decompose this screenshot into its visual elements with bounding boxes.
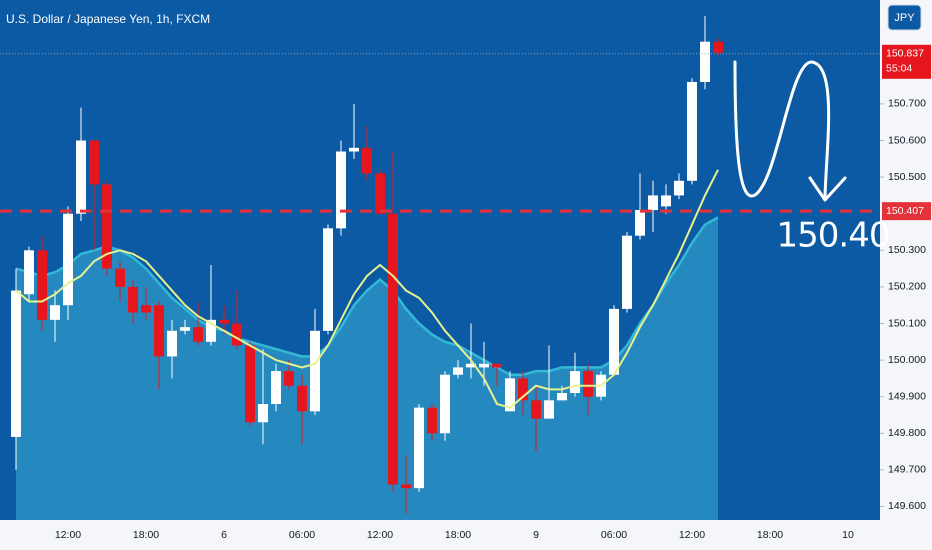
drawn-arrow: [733, 60, 847, 202]
area-line: [15, 216, 719, 376]
y-tick-label: 150.100: [888, 317, 926, 329]
candle-body: [115, 268, 125, 287]
candle-body: [674, 180, 684, 196]
candle-body: [661, 195, 671, 207]
candle-body: [414, 407, 424, 489]
candle-body: [453, 367, 463, 375]
candle-body: [531, 400, 541, 419]
candle-body: [505, 378, 515, 412]
candle-body: [258, 403, 268, 423]
candle-body: [648, 195, 658, 211]
candle-body: [349, 147, 359, 152]
candle-body: [245, 345, 255, 423]
candle-body: [128, 286, 138, 313]
candle-body: [219, 319, 229, 324]
moving-average: [15, 169, 719, 409]
countdown-label: 55:04: [886, 63, 912, 75]
candle-body: [63, 213, 73, 306]
last-price-box: [882, 44, 931, 79]
price-axis: [880, 0, 932, 550]
candle-body: [492, 363, 502, 368]
currency-label[interactable]: JPY: [894, 12, 915, 24]
candle-body: [37, 250, 47, 320]
x-tick-label: 06:00: [289, 529, 315, 541]
candle-body: [89, 140, 99, 185]
y-tick-label: 149.900: [888, 390, 926, 402]
y-tick-label: 150.300: [888, 244, 926, 256]
candle-body: [11, 290, 21, 437]
level-label: 150.407: [886, 205, 924, 217]
candle-body: [297, 385, 307, 412]
x-tick-label: 06:00: [601, 529, 627, 541]
candle-body: [518, 378, 528, 401]
candle-body: [440, 374, 450, 434]
y-tick-label: 149.600: [888, 500, 926, 512]
candle-body: [687, 81, 697, 181]
candle-body: [557, 393, 567, 401]
y-tick-label: 150.600: [888, 134, 926, 146]
candle-body: [50, 305, 60, 320]
x-tick-label: 12:00: [367, 529, 393, 541]
candle-body: [570, 371, 580, 394]
time-axis: [0, 520, 880, 550]
currency-button[interactable]: [887, 4, 922, 31]
candle-body: [635, 210, 645, 236]
candle-body: [362, 147, 372, 174]
candle-body: [102, 184, 112, 269]
candle-body: [622, 235, 632, 309]
candle-body: [24, 250, 34, 295]
level-label-box: [882, 202, 931, 221]
candle-body: [583, 371, 593, 397]
annotation: 150.40: [777, 216, 890, 256]
candle-body: [76, 140, 86, 214]
y-tick-label: 149.800: [888, 427, 926, 439]
candle-body: [375, 173, 385, 214]
candle-body: [271, 371, 281, 404]
x-tick-label: 10: [842, 529, 854, 541]
x-tick-label: 18:00: [757, 529, 783, 541]
candle-body: [388, 213, 398, 485]
candle-body: [479, 363, 489, 368]
chart-title: U.S. Dollar / Japanese Yen, 1h, FXCM: [6, 12, 210, 26]
candle-body: [167, 330, 177, 357]
candle-body: [180, 327, 190, 331]
y-tick-label: 150.000: [888, 354, 926, 366]
candle-body: [427, 407, 437, 434]
last-price-label: 150.837: [886, 48, 924, 60]
candle-body: [466, 363, 476, 368]
candle-body: [284, 371, 294, 386]
x-tick-label: 6: [221, 529, 227, 541]
plot-layer: [0, 16, 880, 521]
x-tick-label: 18:00: [445, 529, 471, 541]
candle-body: [713, 41, 723, 53]
x-tick-label: 12:00: [679, 529, 705, 541]
candle-body: [544, 400, 554, 419]
y-tick-label: 150.700: [888, 98, 926, 110]
candle-body: [700, 41, 710, 82]
y-tick-label: 150.200: [888, 281, 926, 293]
candle-body: [141, 305, 151, 313]
x-tick-label: 12:00: [55, 529, 81, 541]
y-tick-label: 150.500: [888, 171, 926, 183]
candle-body: [154, 305, 164, 357]
candle-body: [310, 330, 320, 412]
area-fill: [16, 217, 718, 521]
candle-body: [232, 323, 242, 346]
candle-body: [206, 319, 216, 342]
candle-body: [401, 484, 411, 489]
candle-body: [336, 151, 346, 229]
x-tick-label: 9: [533, 529, 539, 541]
candle-body: [323, 228, 333, 331]
y-tick-label: 149.700: [888, 464, 926, 476]
candle-body: [193, 327, 203, 342]
x-tick-label: 18:00: [133, 529, 159, 541]
candle-body: [609, 308, 619, 375]
